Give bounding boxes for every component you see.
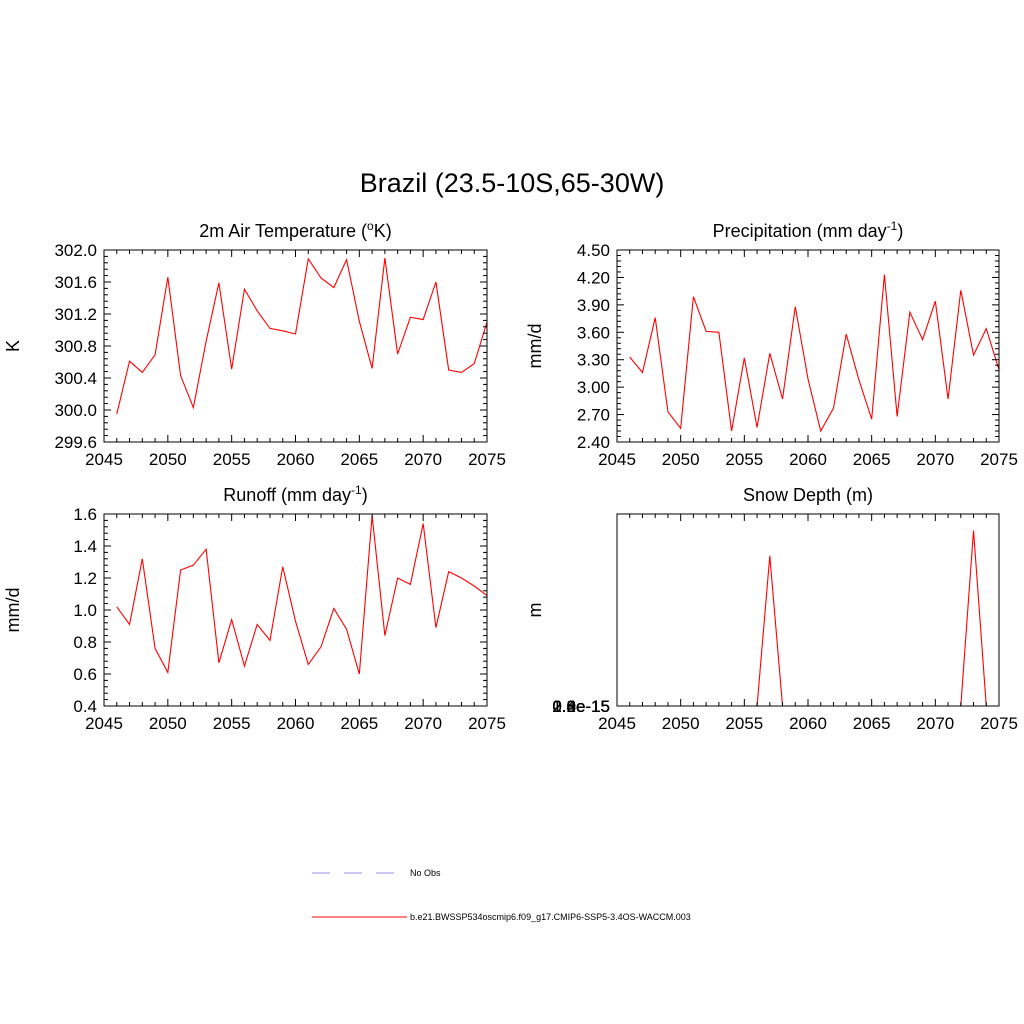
- series-line: [629, 530, 988, 706]
- x-tick-label: 2075: [468, 450, 506, 469]
- x-tick-label: 2070: [404, 714, 442, 733]
- plot-frame: [103, 513, 488, 707]
- y-tick-label: 0.8e-15: [552, 697, 610, 716]
- y-tick-label: 300.8: [54, 337, 97, 356]
- x-tick-label: 2050: [149, 714, 187, 733]
- y-tick-label: 2.0e-15: [552, 697, 610, 716]
- x-tick-label: 2075: [980, 450, 1018, 469]
- x-tick-label: 2055: [213, 450, 251, 469]
- y-tick-label: 1.2e-15: [552, 697, 610, 716]
- y-tick-label: 299.6: [54, 433, 97, 452]
- x-tick-label: 2065: [853, 714, 891, 733]
- y-tick-label: 302.0: [54, 241, 97, 260]
- x-tick-label: 2045: [85, 714, 123, 733]
- y-tick-label: 3.60: [577, 323, 610, 342]
- figure-title: Brazil (23.5-10S,65-30W): [359, 168, 665, 198]
- y-tick-label: 0.6: [73, 665, 97, 684]
- y-tick-label: 1.2: [73, 569, 97, 588]
- x-tick-label: 2050: [149, 450, 187, 469]
- x-tick-label: 2045: [598, 714, 636, 733]
- y-axis-label: K: [3, 340, 23, 352]
- legend-obs-label: No Obs: [410, 868, 441, 878]
- y-tick-label: 300.0: [54, 401, 97, 420]
- chart-panel-3: 2045 2050 2055 2060 2065 2070 2075 0.4 0.6 0.8 1.0…: [3, 483, 506, 733]
- chart-panel-4: 2045 2050 2055 2060 2065 2070 2075 0.0e-150.4e-…: [525, 485, 1018, 733]
- series-line: [116, 515, 487, 675]
- x-tick-label: 2050: [662, 714, 700, 733]
- series-line: [629, 274, 999, 433]
- y-tick-label: 0.4: [73, 697, 97, 716]
- y-axis-label: mm/d: [3, 588, 23, 633]
- y-axis-label: m: [525, 603, 545, 618]
- x-tick-label: 2055: [725, 714, 763, 733]
- x-tick-label: 2050: [662, 450, 700, 469]
- y-tick-label: 0.8: [73, 633, 97, 652]
- x-tick-label: 2070: [404, 450, 442, 469]
- y-tick-label: 4.20: [577, 268, 610, 287]
- y-tick-label: 301.6: [54, 273, 97, 292]
- x-tick-label: 2055: [213, 714, 251, 733]
- panel-title: Snow Depth (m): [743, 485, 873, 505]
- y-tick-label: 2.40: [577, 433, 610, 452]
- y-tick-label: 1.4: [73, 537, 97, 556]
- plot-frame: [103, 249, 488, 443]
- legend: No Obs b.e21.BWSSP534oscmip6.f09_g17.CMI…: [312, 868, 691, 922]
- y-axis-label: mm/d: [525, 324, 545, 369]
- chart-panel-2: 2045 2050 2055 2060 2065 2070 2075 2.40 2.70 3.00…: [525, 219, 1018, 469]
- y-tick-label: 1.6: [73, 505, 97, 524]
- x-tick-label: 2075: [468, 714, 506, 733]
- x-tick-label: 2065: [853, 450, 891, 469]
- legend-model-label: b.e21.BWSSP534oscmip6.f09_g17.CMIP6-SSP5…: [410, 912, 691, 922]
- series-line: [116, 257, 487, 415]
- y-tick-label: 2.8e-15: [552, 697, 610, 716]
- x-tick-label: 2060: [277, 714, 315, 733]
- y-tick-label: 3.00: [577, 378, 610, 397]
- x-tick-label: 2060: [789, 450, 827, 469]
- x-tick-label: 2045: [598, 450, 636, 469]
- x-tick-label: 2065: [340, 714, 378, 733]
- panel-title: 2m Air Temperature (oK): [199, 219, 391, 241]
- y-tick-label: 3.90: [577, 296, 610, 315]
- x-tick-label: 2060: [277, 450, 315, 469]
- y-tick-label: 3.30: [577, 351, 610, 370]
- panel-title: Runoff (mm day-1): [223, 483, 367, 505]
- x-tick-label: 2070: [916, 450, 954, 469]
- y-tick-label: 1.0: [73, 601, 97, 620]
- x-tick-label: 2075: [980, 714, 1018, 733]
- x-tick-label: 2045: [85, 450, 123, 469]
- y-tick-label: 301.2: [54, 305, 97, 324]
- x-tick-label: 2060: [789, 714, 827, 733]
- y-tick-label: 4.50: [577, 241, 610, 260]
- y-tick-label: 0.0e-15: [552, 697, 610, 716]
- y-tick-label: 0.4e-15: [552, 697, 610, 716]
- y-tick-label: 2.4e-15: [552, 697, 610, 716]
- y-tick-label: 1.6e-15: [552, 697, 610, 716]
- y-tick-label: 300.4: [54, 369, 97, 388]
- x-tick-label: 2055: [725, 450, 763, 469]
- plot-frame: [616, 513, 1000, 707]
- chart-panel-1: 2045 2050 2055 2060 2065 2070 2075 299.6 300.0 30…: [3, 219, 506, 469]
- y-tick-label: 2.70: [577, 406, 610, 425]
- x-tick-label: 2065: [340, 450, 378, 469]
- panel-title: Precipitation (mm day-1): [713, 219, 904, 241]
- x-tick-label: 2070: [916, 714, 954, 733]
